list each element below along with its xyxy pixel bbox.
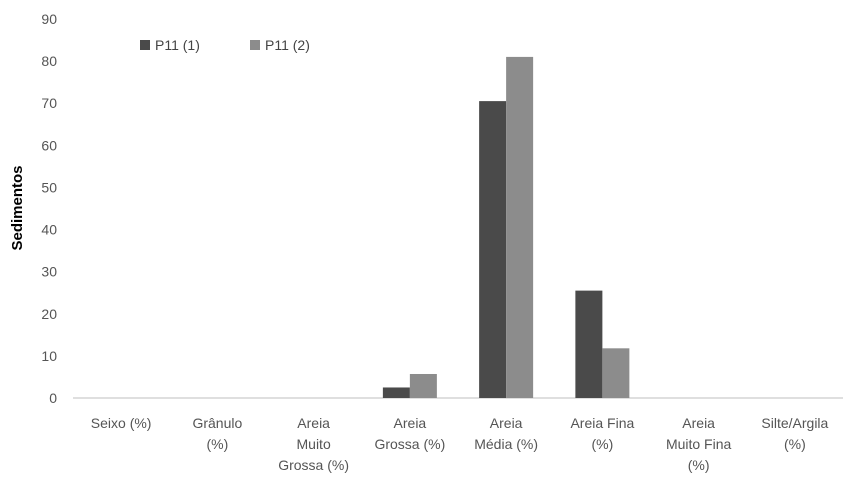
- x-category-label: (%): [784, 436, 806, 452]
- bar-series-2-cat-5: [506, 56, 534, 399]
- x-category-label: Seixo (%): [91, 415, 152, 431]
- bar-series-1-cat-5: [479, 101, 507, 398]
- y-axis-label: Sedimentos: [9, 165, 26, 250]
- x-category-label: Muito: [297, 436, 331, 452]
- y-tick-label: 10: [41, 348, 57, 364]
- y-axis-ticks: 0 10 20 30 40 50 60 70 80 90: [41, 11, 57, 406]
- legend-swatch-1: [140, 40, 150, 50]
- x-category-label: Grossa (%): [278, 457, 349, 473]
- y-tick-label: 80: [41, 53, 57, 69]
- x-category-label: Grossa (%): [374, 436, 445, 452]
- legend: P11 (1) P11 (2): [140, 37, 310, 53]
- x-category-label: Grânulo: [192, 415, 242, 431]
- x-category-label: Areia: [394, 415, 427, 431]
- legend-label-2: P11 (2): [265, 37, 310, 53]
- x-category-label: Silte/Argila: [761, 415, 828, 431]
- y-tick-label: 70: [41, 95, 57, 111]
- y-tick-label: 60: [41, 137, 57, 153]
- x-category-label: Média (%): [474, 436, 538, 452]
- y-tick-label: 0: [49, 390, 57, 406]
- x-category-label: Areia: [297, 415, 330, 431]
- y-tick-label: 50: [41, 179, 57, 195]
- x-category-label: (%): [591, 436, 613, 452]
- y-tick-label: 90: [41, 11, 57, 27]
- x-category-label: (%): [688, 457, 710, 473]
- legend-swatch-2: [250, 40, 260, 50]
- x-category-label: Areia: [490, 415, 523, 431]
- x-category-label: Muito Fina: [666, 436, 732, 452]
- bar-series-1-cat-4: [382, 387, 410, 398]
- y-tick-label: 20: [41, 306, 57, 322]
- bar-series-2-cat-4: [409, 373, 437, 398]
- bar-series-2-cat-6: [602, 348, 630, 398]
- y-tick-label: 40: [41, 222, 57, 238]
- bar-series-1-cat-6: [575, 290, 603, 398]
- y-tick-label: 30: [41, 264, 57, 280]
- x-category-label: Areia Fina: [570, 415, 634, 431]
- x-category-label: (%): [206, 436, 228, 452]
- x-category-label: Areia: [682, 415, 715, 431]
- bars: [382, 56, 630, 399]
- x-axis-category-labels: Seixo (%) Grânulo (%) Areia Muito Grossa (%) A…: [91, 415, 829, 473]
- legend-label-1: P11 (1): [155, 37, 200, 53]
